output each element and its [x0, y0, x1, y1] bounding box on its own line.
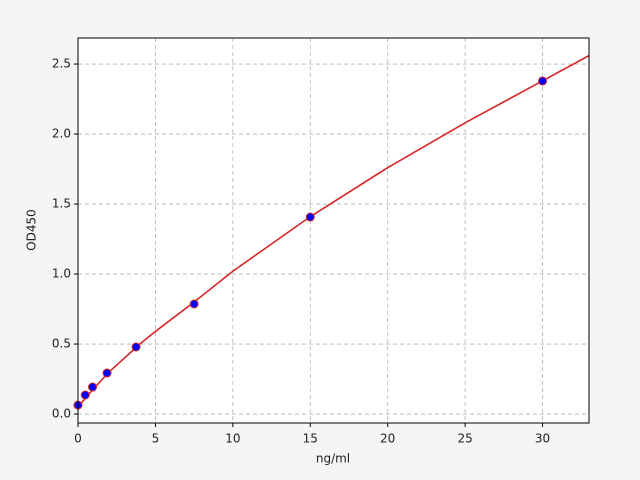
data-point — [189, 299, 199, 309]
y-tick-label: 2.0 — [52, 127, 71, 141]
x-tick-label: 20 — [380, 432, 395, 446]
plot-area — [78, 38, 589, 423]
data-point — [305, 212, 315, 222]
x-tick-label: 5 — [152, 432, 160, 446]
y-tick-label: 2.5 — [52, 57, 71, 71]
y-tick-label: 1.0 — [52, 267, 71, 281]
x-tick-label: 25 — [457, 432, 472, 446]
data-point — [88, 382, 98, 392]
y-tick-label: 0.0 — [52, 407, 71, 421]
x-tick-label: 0 — [74, 432, 82, 446]
y-tick-label: 0.5 — [52, 337, 71, 351]
data-point — [102, 368, 112, 378]
y-tick-label: 1.5 — [52, 197, 71, 211]
axes-frame — [77, 37, 590, 424]
data-point — [538, 76, 548, 86]
y-axis-label: OD450 — [25, 209, 39, 251]
x-tick-label: 10 — [225, 432, 240, 446]
x-tick-label: 30 — [535, 432, 550, 446]
data-point — [131, 342, 141, 352]
x-tick-label: 15 — [303, 432, 318, 446]
x-axis-label: ng/ml — [316, 452, 350, 466]
data-point — [80, 390, 90, 400]
plot-layer — [73, 38, 590, 423]
